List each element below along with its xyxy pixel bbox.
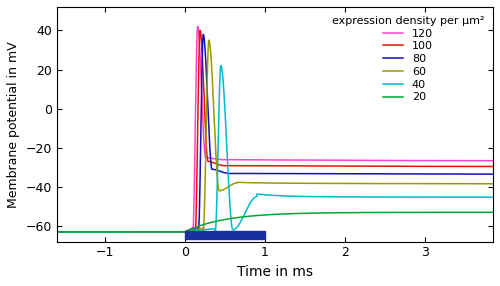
X-axis label: Time in ms: Time in ms (237, 265, 313, 279)
Bar (185, 231, 265, 239)
Legend: 120, 100, 80, 60, 40, 20: 120, 100, 80, 60, 40, 20 (328, 13, 488, 106)
Y-axis label: Membrane potential in mV: Membrane potential in mV (7, 41, 20, 208)
